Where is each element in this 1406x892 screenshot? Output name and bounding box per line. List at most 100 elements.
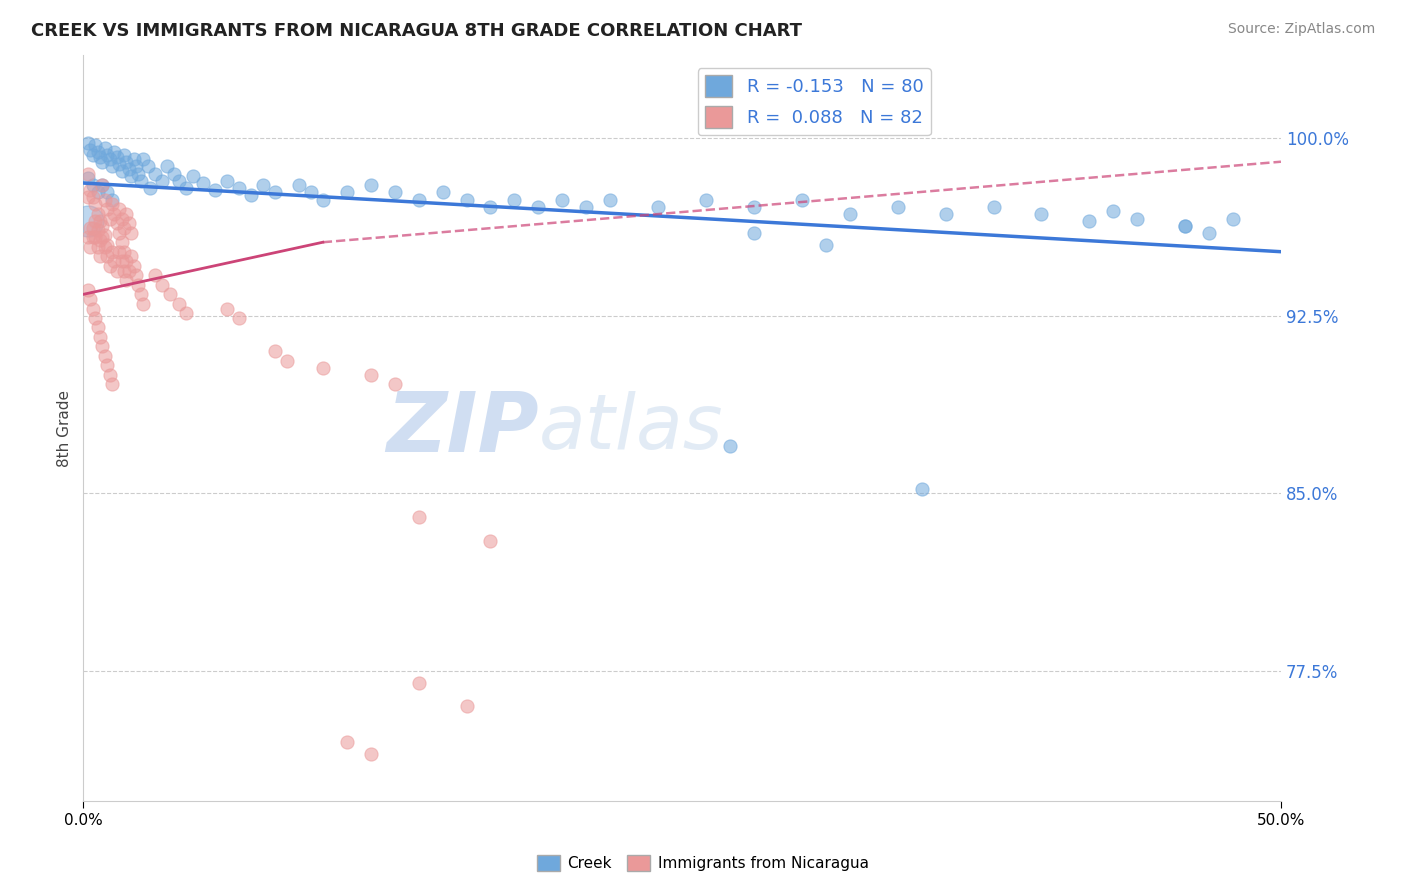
Point [96, 186, 118, 200]
Point [82, 221, 104, 235]
Legend: R = -0.153   N = 80, R =  0.088   N = 82: R = -0.153 N = 80, R = 0.088 N = 82 [697, 68, 931, 136]
Point [91, 154, 114, 169]
Point [742, 226, 765, 240]
Point [77, 230, 100, 244]
Text: ZIP: ZIP [385, 388, 538, 468]
Text: atlas: atlas [538, 391, 723, 465]
Point [118, 216, 141, 230]
Point [96, 147, 118, 161]
Point [150, 174, 173, 188]
Point [191, 176, 214, 190]
Point [89, 249, 111, 263]
Point [98, 211, 121, 226]
Point [115, 254, 138, 268]
Point [143, 167, 166, 181]
Point [105, 216, 128, 230]
Point [84, 197, 107, 211]
Point [228, 180, 250, 194]
Point [79, 292, 101, 306]
Point [122, 153, 145, 167]
Point [94, 349, 117, 363]
Point [139, 180, 162, 194]
Point [983, 200, 1005, 214]
Point [239, 187, 262, 202]
Point [103, 207, 125, 221]
Point [1174, 219, 1197, 233]
Point [96, 249, 118, 263]
Point [82, 190, 104, 204]
Point [384, 186, 406, 200]
Point [82, 230, 104, 244]
Text: CREEK VS IMMIGRANTS FROM NICARAGUA 8TH GRADE CORRELATION CHART: CREEK VS IMMIGRANTS FROM NICARAGUA 8TH G… [31, 22, 801, 40]
Point [84, 214, 107, 228]
Point [479, 533, 502, 548]
Point [742, 200, 765, 214]
Point [77, 167, 100, 181]
Point [79, 143, 101, 157]
Point [86, 240, 108, 254]
Point [174, 306, 197, 320]
Point [886, 200, 908, 214]
Point [115, 273, 138, 287]
Point [98, 153, 121, 167]
Point [336, 735, 359, 749]
Point [91, 178, 114, 193]
Point [105, 263, 128, 277]
Point [132, 153, 155, 167]
Point [98, 259, 121, 273]
Point [122, 259, 145, 273]
Point [1126, 211, 1149, 226]
Point [86, 186, 108, 200]
Point [115, 207, 138, 221]
Point [408, 510, 430, 524]
Point [1031, 207, 1053, 221]
Point [96, 359, 118, 373]
Point [288, 178, 311, 193]
Point [432, 186, 454, 200]
Point [118, 263, 141, 277]
Point [94, 228, 117, 243]
Point [112, 221, 135, 235]
Point [551, 193, 574, 207]
Point [127, 167, 149, 181]
Point [86, 320, 108, 334]
Point [215, 301, 238, 316]
Point [336, 186, 359, 200]
Point [86, 207, 108, 221]
Point [82, 301, 104, 316]
Point [110, 211, 132, 226]
Point [167, 297, 190, 311]
Point [112, 147, 135, 161]
Point [814, 237, 837, 252]
Point [118, 161, 141, 176]
Point [86, 145, 108, 160]
Point [790, 193, 813, 207]
Point [215, 174, 238, 188]
Point [167, 174, 190, 188]
Point [91, 178, 114, 193]
Point [1174, 219, 1197, 233]
Point [129, 174, 152, 188]
Point [84, 311, 107, 326]
Point [77, 190, 100, 204]
Point [174, 180, 197, 194]
Point [143, 268, 166, 283]
Point [105, 150, 128, 164]
Point [89, 330, 111, 344]
Point [312, 360, 335, 375]
Point [838, 207, 860, 221]
Point [503, 193, 526, 207]
Point [101, 244, 124, 259]
Point [264, 186, 287, 200]
Point [360, 747, 382, 761]
Point [108, 202, 131, 216]
Point [120, 169, 142, 183]
Point [1222, 211, 1244, 226]
Text: Source: ZipAtlas.com: Source: ZipAtlas.com [1227, 22, 1375, 37]
Point [125, 268, 148, 283]
Point [84, 230, 107, 244]
Point [89, 150, 111, 164]
Point [94, 240, 117, 254]
Y-axis label: 8th Grade: 8th Grade [58, 390, 72, 467]
Point [77, 136, 100, 150]
